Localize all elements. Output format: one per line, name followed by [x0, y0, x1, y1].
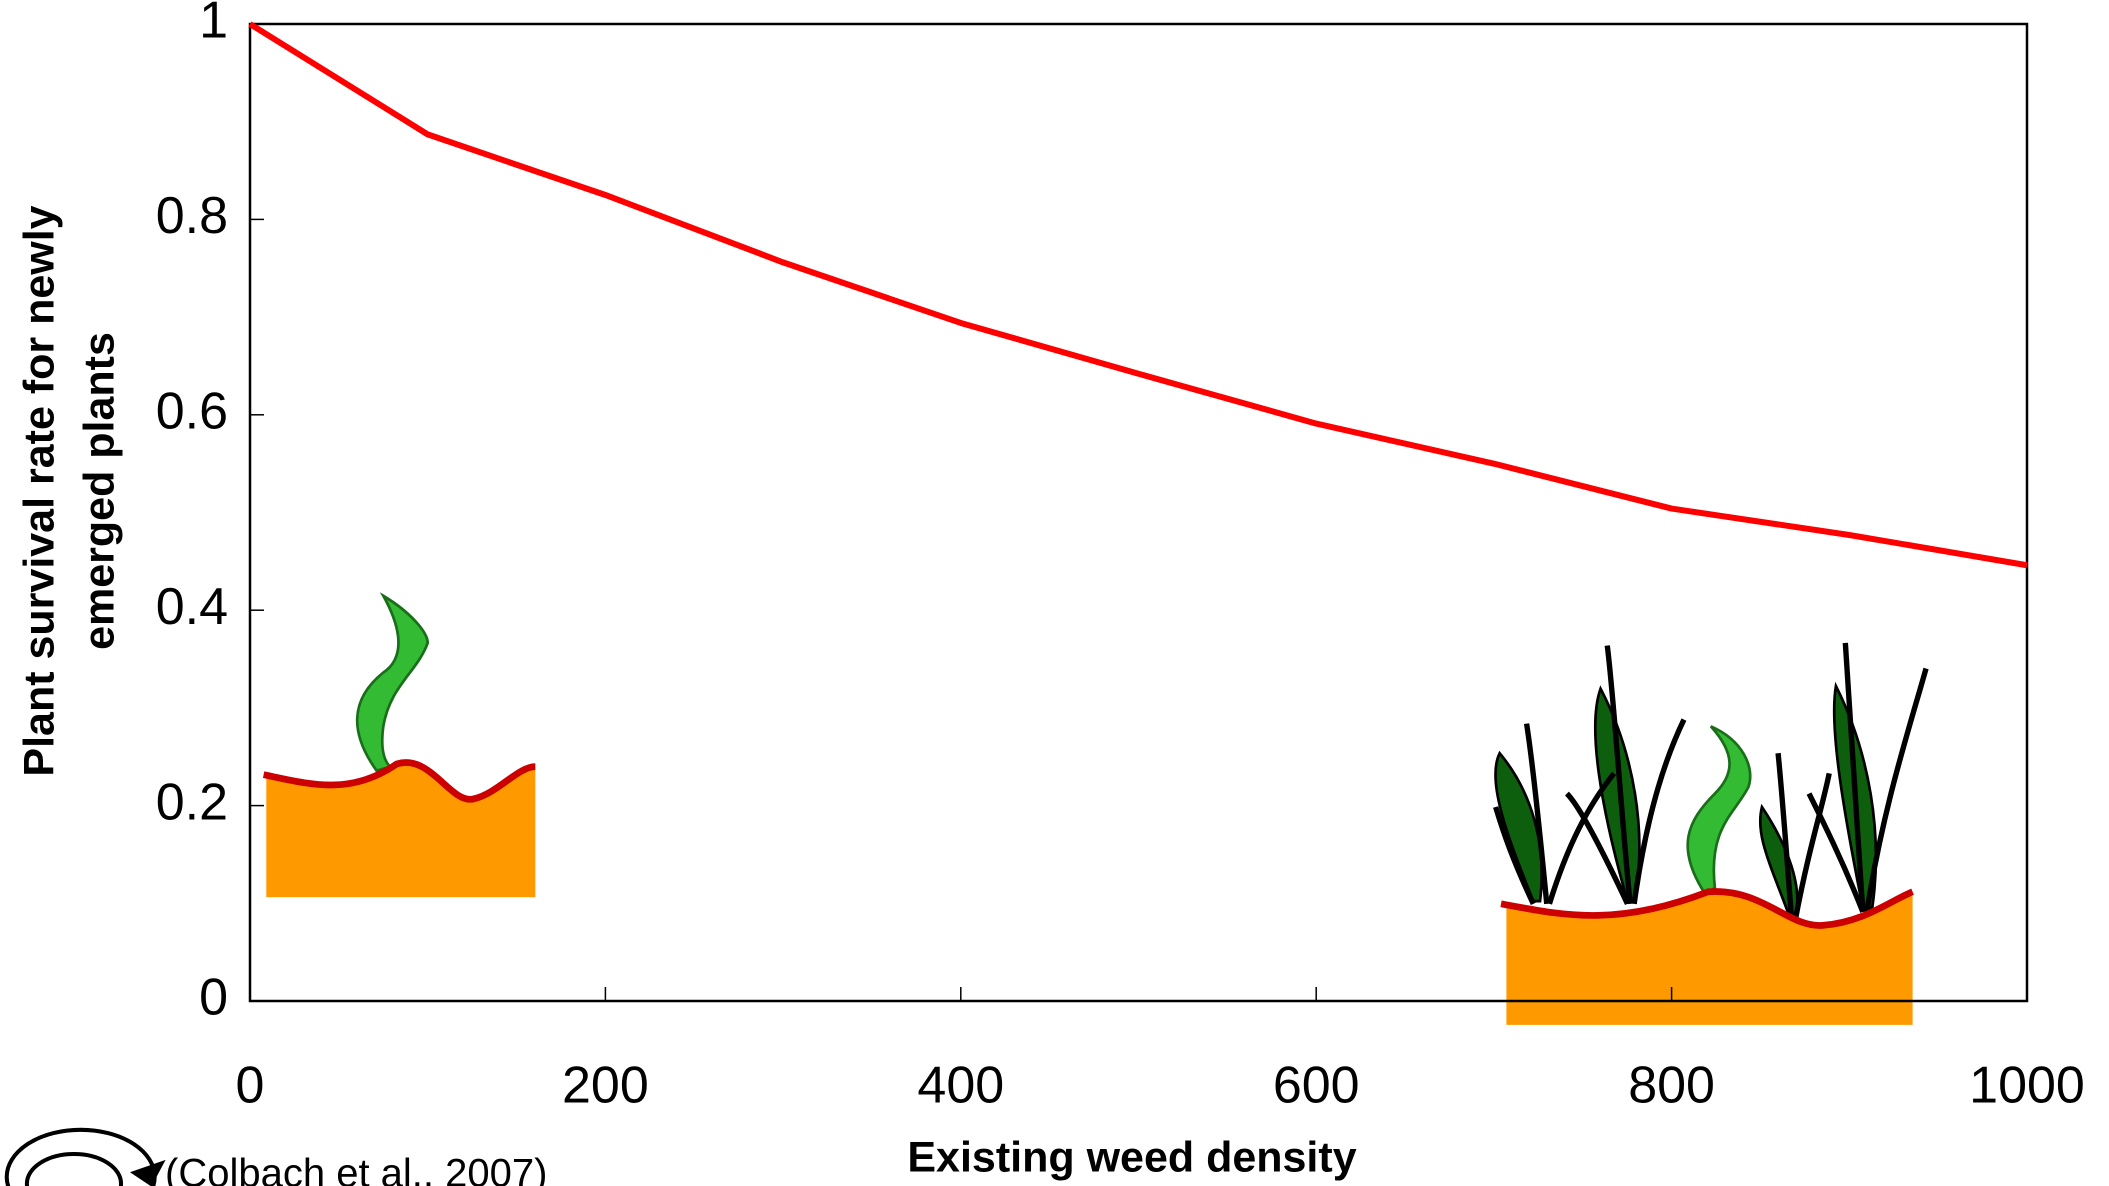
- seedling-soil: [264, 596, 536, 897]
- citation: (Colbach et al., 2007): [165, 1152, 547, 1186]
- data-line: [250, 24, 2027, 565]
- x-axis-title: Existing weed density: [907, 1133, 1356, 1181]
- x-tick-label: 200: [562, 1057, 649, 1115]
- x-tick-label: 600: [1273, 1057, 1360, 1115]
- x-tick-label: 800: [1628, 1057, 1715, 1115]
- page: Existing weed density Plant survival rat…: [0, 0, 2109, 1186]
- y-tick-label: 0.8: [156, 187, 228, 245]
- weeds-soil: [1495, 643, 1926, 1025]
- y-tick-label: 1: [199, 0, 228, 50]
- y-tick-label: 0.2: [156, 773, 228, 831]
- x-tick-label: 0: [236, 1057, 265, 1115]
- x-tick-label: 1000: [1969, 1057, 2085, 1115]
- y-tick-label: 0.6: [156, 383, 228, 441]
- y-tick-label: 0.4: [156, 578, 228, 636]
- x-tick-label: 400: [917, 1057, 1004, 1115]
- y-tick-label: 0: [199, 969, 228, 1027]
- logo: [7, 1130, 162, 1186]
- y-axis-title: Plant survival rate for newly: [15, 205, 63, 776]
- chart: Existing weed density Plant survival rat…: [0, 0, 2109, 1186]
- y-axis-title: emerged plants: [75, 332, 123, 650]
